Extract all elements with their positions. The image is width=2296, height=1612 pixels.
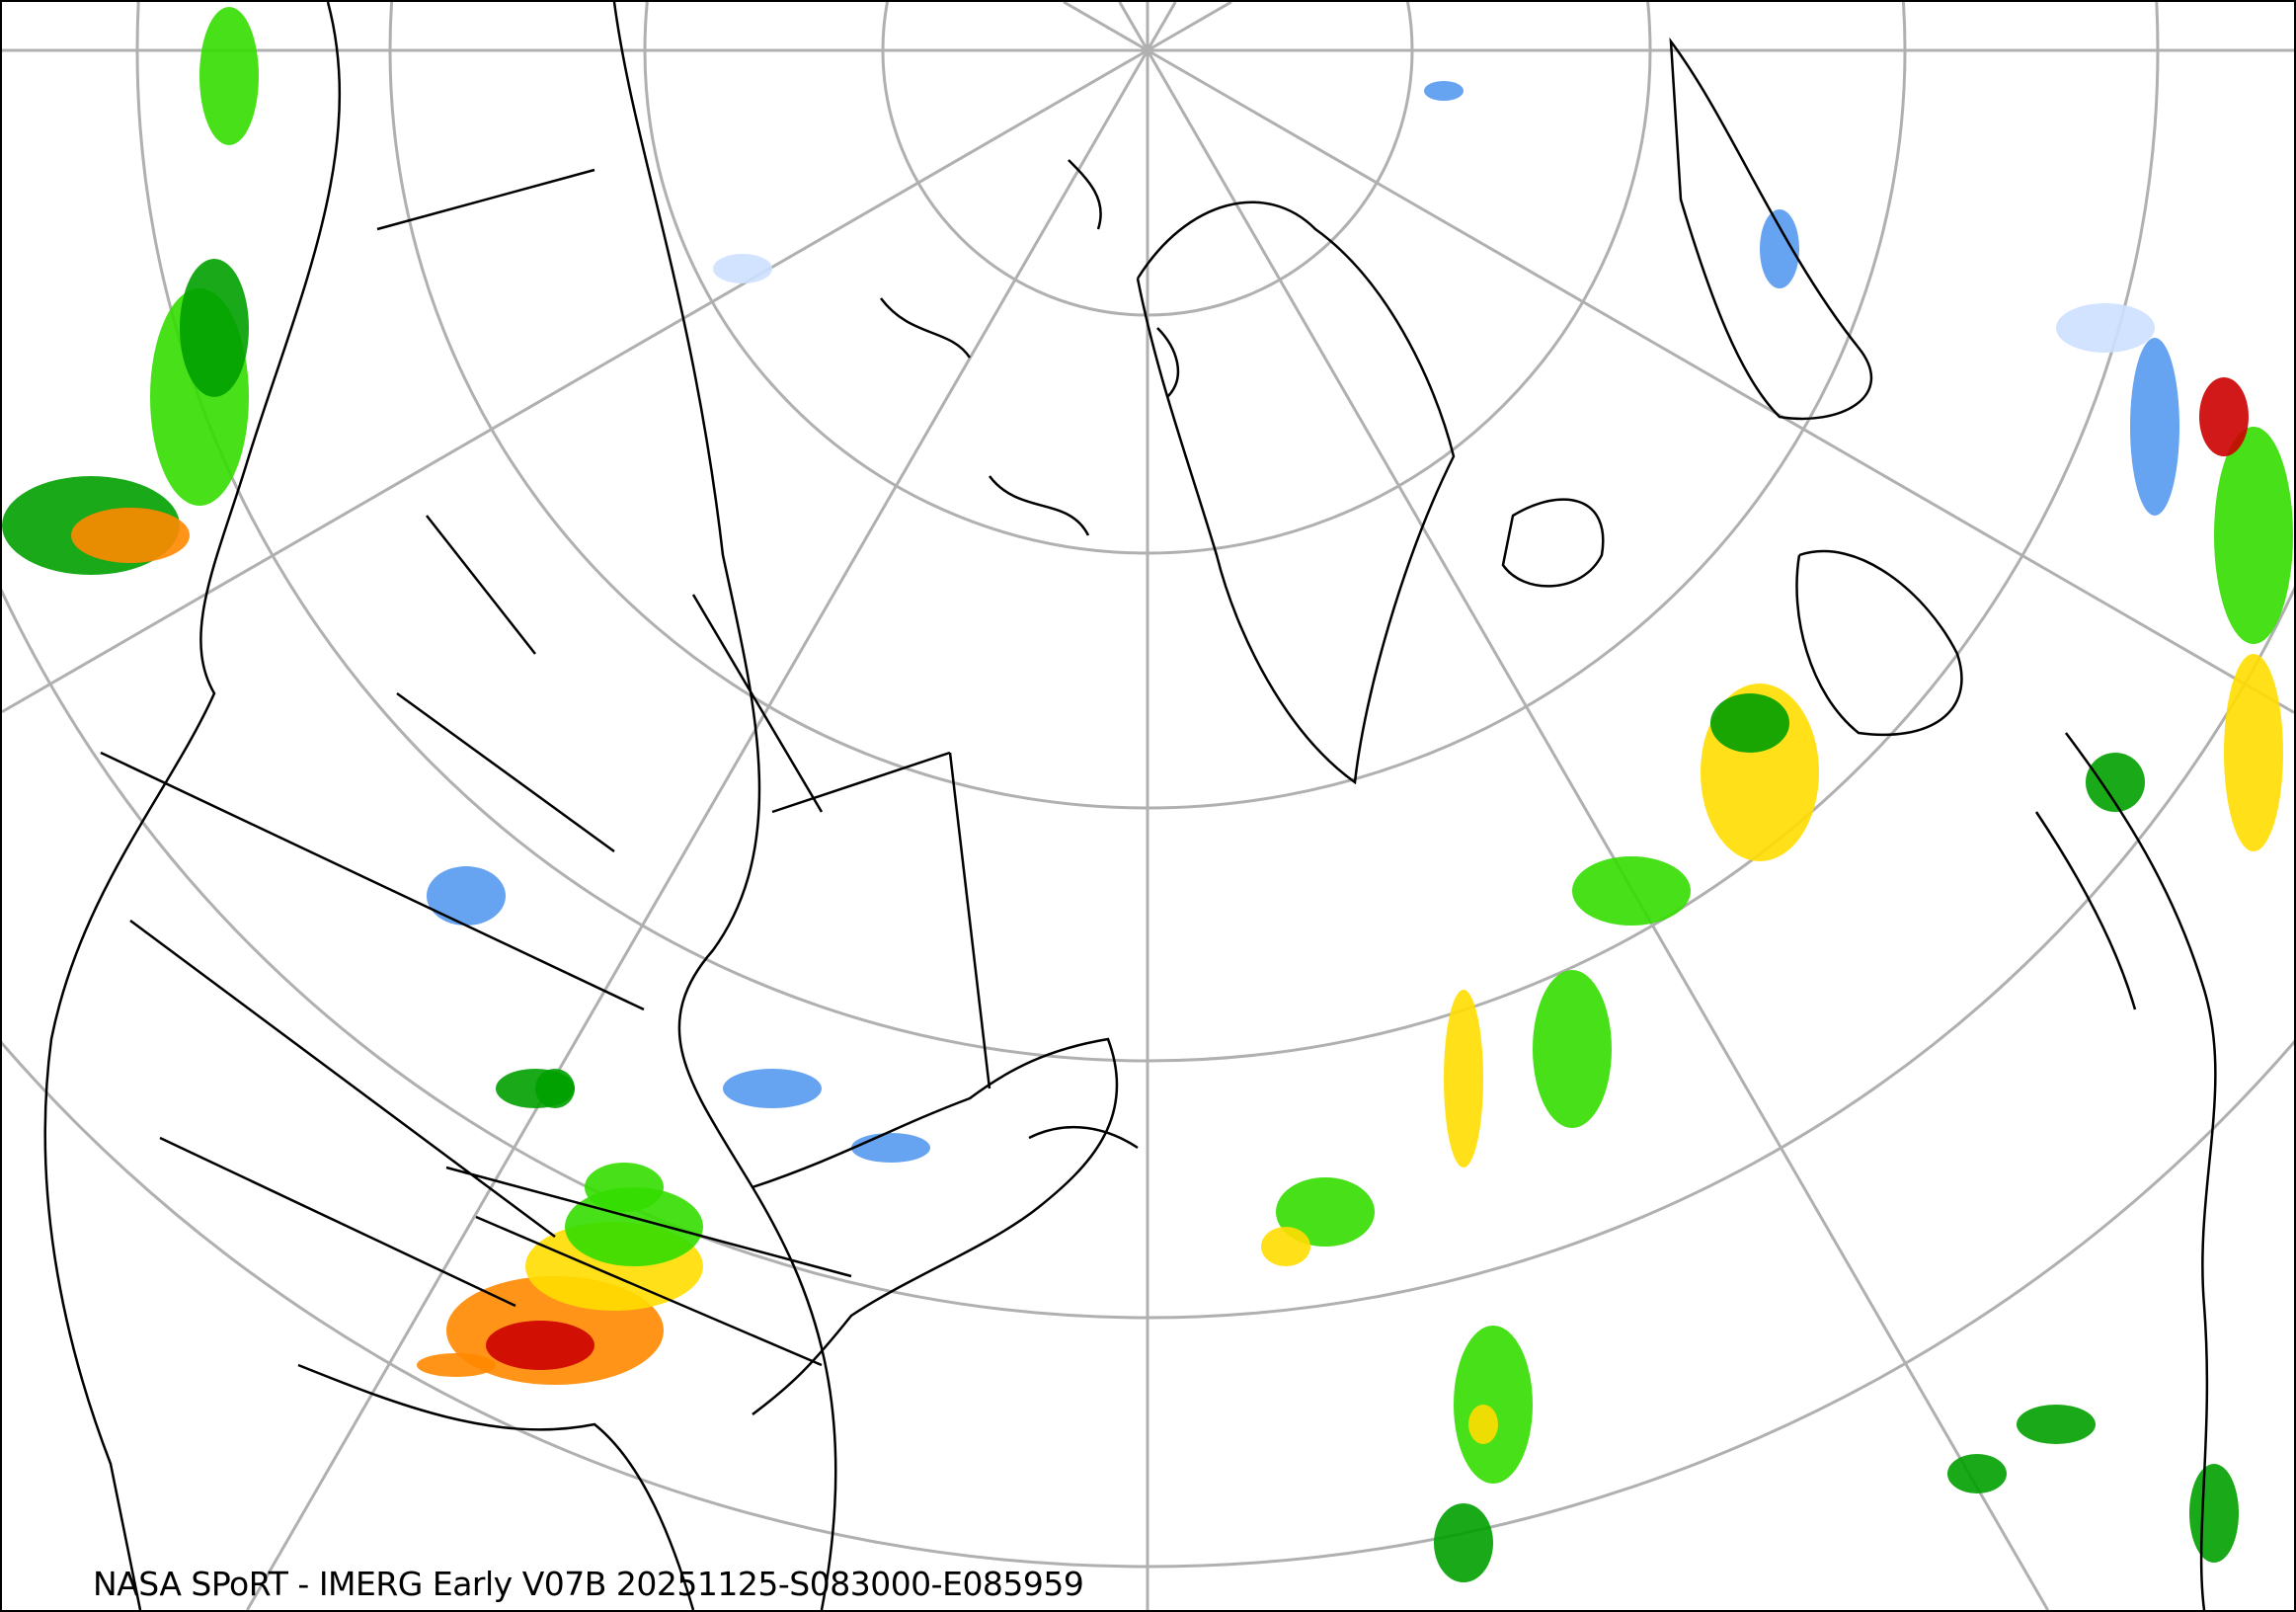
precip-area xyxy=(535,1069,575,1108)
precip-area xyxy=(1276,1177,1375,1247)
precip-area xyxy=(2199,377,2249,456)
precip-area xyxy=(851,1133,930,1163)
coastline xyxy=(2034,811,2137,1010)
coastline xyxy=(43,2,342,1610)
coastline xyxy=(100,691,852,1367)
meridian-line xyxy=(2,48,1148,714)
coastline xyxy=(1669,37,1873,421)
meridian-line xyxy=(1147,48,2294,714)
meridian-line xyxy=(1147,2,1232,52)
precip-area xyxy=(2224,654,2283,851)
precip-area xyxy=(2130,338,2179,516)
precip-area xyxy=(1424,81,1464,101)
meridian-line xyxy=(1146,49,2049,1610)
coastline xyxy=(2064,732,2217,1610)
precip-area xyxy=(2214,427,2293,644)
coastline xyxy=(297,1363,695,1610)
precip-area xyxy=(1468,1405,1498,1444)
precip-area xyxy=(486,1321,594,1370)
precip-area xyxy=(1760,209,1799,288)
precip-area xyxy=(1533,970,1612,1128)
meridian-line xyxy=(1146,2,1177,51)
precip-area xyxy=(1947,1454,2007,1493)
precip-area xyxy=(2189,1464,2239,1563)
meridian-line xyxy=(1118,2,1149,51)
precip-area xyxy=(565,1187,703,1266)
precip-area xyxy=(199,7,259,145)
precip-area xyxy=(1454,1326,1533,1484)
precip-area xyxy=(417,1353,496,1377)
precip-area xyxy=(2017,1405,2096,1444)
map-caption: NASA SPoRT - IMERG Early V07B 20251125-S… xyxy=(93,1565,1084,1603)
precip-area xyxy=(2056,303,2155,353)
precip-area xyxy=(427,866,506,926)
coastline xyxy=(1136,201,1456,785)
coastline xyxy=(376,168,991,1089)
coastline xyxy=(752,1037,1119,1415)
precip-area xyxy=(71,508,190,563)
precip-area xyxy=(180,259,249,397)
precip-area xyxy=(723,1069,822,1108)
precip-area xyxy=(713,254,772,283)
coastline xyxy=(612,2,837,1610)
coastline xyxy=(1028,1125,1139,1150)
coastlines-borders xyxy=(43,2,2217,1610)
precip-area xyxy=(1710,693,1789,753)
meridian-line xyxy=(1063,2,1148,52)
precip-area xyxy=(585,1163,664,1212)
precip-area xyxy=(1444,990,1483,1168)
coastline xyxy=(880,159,1180,536)
precip-area xyxy=(2086,753,2145,812)
precip-area xyxy=(1572,856,1691,926)
precip-area xyxy=(1261,1227,1310,1266)
precip-area xyxy=(1434,1503,1493,1582)
coastline xyxy=(1795,549,1963,737)
coastline xyxy=(1501,498,1605,588)
meridian-line xyxy=(246,49,1149,1610)
precipitation-layer xyxy=(2,7,2293,1582)
